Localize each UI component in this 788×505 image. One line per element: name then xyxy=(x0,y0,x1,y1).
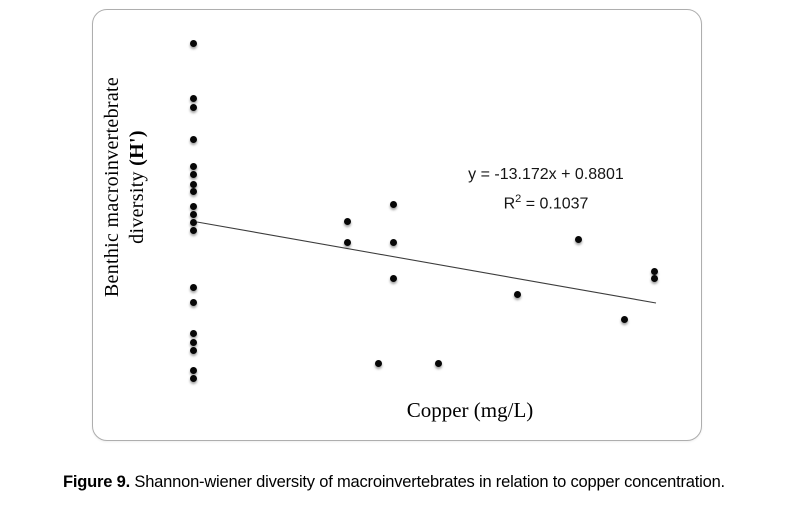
figure-caption-number: Figure 9. xyxy=(63,473,130,491)
data-point xyxy=(650,274,658,282)
y-axis-label: Benthic macroinvertebrate diversity (H') xyxy=(100,42,152,332)
data-point xyxy=(189,135,197,143)
data-point xyxy=(189,283,197,291)
data-point xyxy=(189,202,197,210)
data-point xyxy=(389,274,397,282)
data-point xyxy=(189,187,197,195)
data-point xyxy=(650,267,658,275)
data-point xyxy=(189,366,197,374)
data-point xyxy=(343,217,351,225)
data-point xyxy=(513,290,521,298)
data-point xyxy=(574,235,582,243)
y-axis-label-line1: Benthic macroinvertebrate xyxy=(101,76,123,298)
regression-annotation: y = -13.172x + 0.8801 R2 = 0.1037 xyxy=(436,162,656,216)
figure-caption-text: Shannon-wiener diversity of macroinverte… xyxy=(130,473,725,491)
data-point xyxy=(189,374,197,382)
data-point xyxy=(189,226,197,234)
data-point xyxy=(189,218,197,226)
r-squared: R2 = 0.1037 xyxy=(503,193,589,213)
data-point xyxy=(434,359,442,367)
data-point xyxy=(189,338,197,346)
data-point xyxy=(389,200,397,208)
data-point xyxy=(620,315,628,323)
data-point xyxy=(389,238,397,246)
data-point xyxy=(189,39,197,47)
data-point xyxy=(189,103,197,111)
figure-caption: Figure 9. Shannon-wiener diversity of ma… xyxy=(0,473,788,492)
data-point xyxy=(189,170,197,178)
data-point xyxy=(189,180,197,188)
plot-frame: Benthic macroinvertebrate diversity (H')… xyxy=(92,9,702,441)
r-squared-exponent: 2 xyxy=(515,193,522,205)
y-axis-label-line2: diversity (H') xyxy=(126,130,148,244)
data-point xyxy=(189,210,197,218)
y-axis-label-h-prime: (H') xyxy=(126,130,148,166)
data-point xyxy=(189,298,197,306)
trendline-layer xyxy=(196,221,657,304)
data-point xyxy=(343,238,351,246)
regression-equation: y = -13.172x + 0.8801 xyxy=(468,166,624,183)
x-axis-label: Copper (mg/L) xyxy=(406,398,534,422)
data-point xyxy=(374,359,382,367)
data-point xyxy=(189,162,197,170)
data-point xyxy=(189,346,197,354)
data-point xyxy=(189,329,197,337)
trendline xyxy=(196,221,657,304)
data-point xyxy=(189,94,197,102)
